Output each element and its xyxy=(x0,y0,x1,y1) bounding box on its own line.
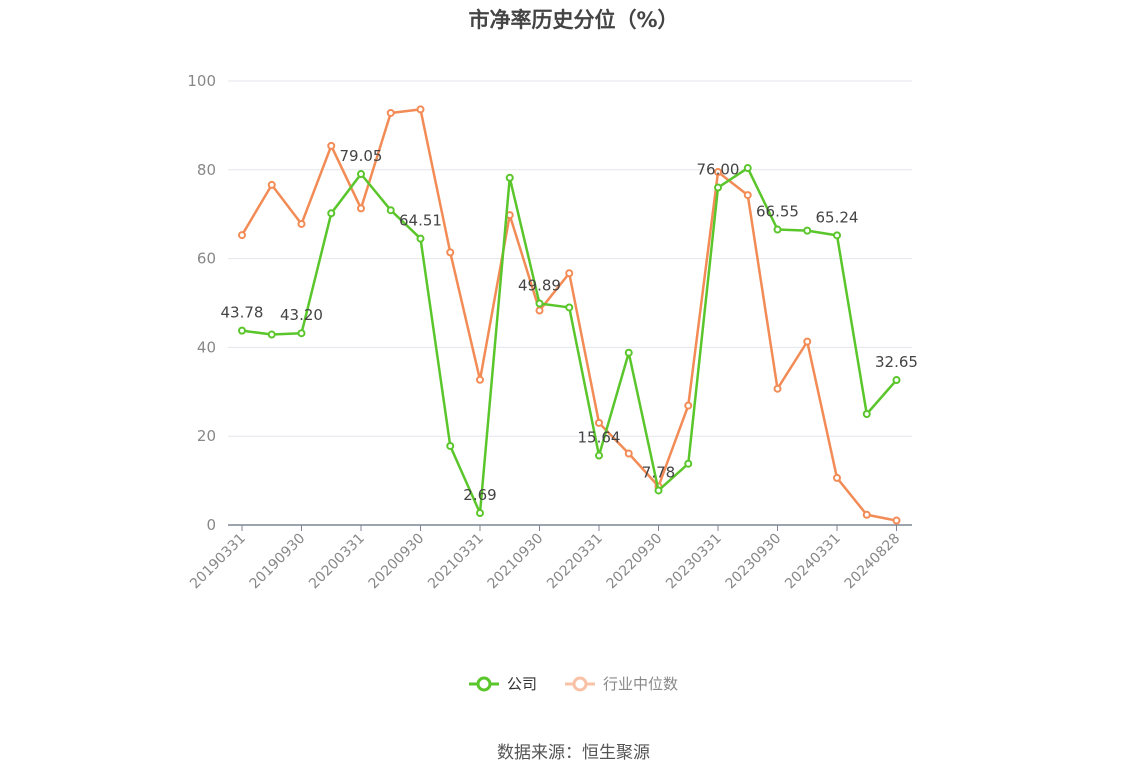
data-point-industry-median xyxy=(803,337,812,346)
chart-title: 市净率历史分位（%） xyxy=(468,8,679,32)
data-point-industry-median xyxy=(684,401,693,410)
data-label: 43.20 xyxy=(280,306,323,324)
grid-lines xyxy=(228,80,912,437)
legend-label-company: 公司 xyxy=(506,675,537,693)
data-point-company xyxy=(357,170,365,179)
data-point-industry-median xyxy=(238,231,246,240)
data-point-company xyxy=(446,441,455,450)
data-point-company xyxy=(238,326,246,335)
y-tick-label: 20 xyxy=(197,427,216,445)
legend: 公司 行业中位数 xyxy=(0,673,1147,694)
data-label: 66.55 xyxy=(756,203,799,221)
data-label: 15.64 xyxy=(578,429,621,447)
data-point-company xyxy=(267,330,276,339)
legend-industry-marker-icon xyxy=(565,676,595,691)
data-point-industry-median xyxy=(297,219,306,228)
data-label: 49.89 xyxy=(518,276,561,294)
legend-company-marker-icon xyxy=(468,676,499,691)
data-label: 2.69 xyxy=(463,486,496,504)
data-point-company xyxy=(595,451,603,460)
data-point-industry-median xyxy=(446,248,455,257)
legend-label-industry-median: 行业中位数 xyxy=(603,675,679,693)
data-point-company xyxy=(743,164,752,173)
data-point-industry-median xyxy=(327,141,336,150)
data-point-industry-median xyxy=(743,191,752,200)
data-label: 79.05 xyxy=(340,147,383,165)
data-point-industry-median xyxy=(595,418,603,427)
data-label: 32.65 xyxy=(875,353,918,371)
y-axis-ticks: 0 20 40 60 80 100 xyxy=(187,72,216,534)
data-point-industry-median xyxy=(862,510,871,519)
data-point-company xyxy=(714,183,722,192)
x-tick-label: 20240828 xyxy=(842,531,904,593)
data-point-company xyxy=(862,410,871,418)
data-point-company xyxy=(654,486,663,495)
data-point-industry-median xyxy=(357,204,365,213)
data-point-company xyxy=(535,299,544,308)
x-tick-label: 20240331 xyxy=(782,531,844,593)
data-point-industry-median xyxy=(714,168,722,177)
x-tick-label: 20210930 xyxy=(485,531,547,593)
data-label: 65.24 xyxy=(816,208,859,226)
y-tick-label: 60 xyxy=(197,250,216,268)
y-tick-label: 0 xyxy=(206,516,216,534)
data-point-industry-median xyxy=(773,384,782,393)
y-tick-label: 40 xyxy=(197,338,216,356)
y-tick-label: 100 xyxy=(187,72,216,90)
data-source: 数据来源：恒生聚源 xyxy=(497,743,650,763)
data-point-company xyxy=(505,173,514,182)
y-tick-label: 80 xyxy=(197,161,216,179)
data-point-industry-median xyxy=(476,375,484,384)
x-tick-label: 20220331 xyxy=(544,531,606,593)
legend-item-industry-median[interactable]: 行业中位数 xyxy=(565,673,678,694)
data-point-industry-median xyxy=(535,306,544,315)
data-point-company xyxy=(297,329,306,338)
data-point-industry-median xyxy=(565,269,574,278)
data-point-company xyxy=(833,231,841,240)
series-line-industry-median xyxy=(240,108,897,522)
x-tick-label: 20230930 xyxy=(723,531,785,593)
x-tick-label: 20200930 xyxy=(366,531,428,593)
data-point-company xyxy=(416,234,425,243)
x-axis-ticks: 2019033120190930202003312020093020210331… xyxy=(187,525,903,592)
data-point-industry-median xyxy=(624,449,633,458)
data-point-company xyxy=(327,209,336,218)
data-point-company xyxy=(684,459,693,468)
data-label: 7.78 xyxy=(642,463,675,481)
x-tick-label: 20190331 xyxy=(187,531,249,593)
data-point-industry-median xyxy=(833,473,841,482)
x-tick-label: 20210331 xyxy=(425,531,487,593)
data-label: 64.51 xyxy=(399,212,442,230)
data-point-company xyxy=(773,225,782,234)
data-point-industry-median xyxy=(416,105,425,114)
x-tick-label: 20230331 xyxy=(663,531,725,593)
legend-item-company[interactable]: 公司 xyxy=(468,673,537,694)
data-point-company xyxy=(803,226,812,235)
x-tick-label: 20220930 xyxy=(604,531,666,593)
data-point-industry-median xyxy=(892,516,901,525)
data-label: 76.00 xyxy=(697,161,740,179)
data-point-company xyxy=(386,206,395,215)
data-labels: 43.78 43.20 79.05 64.51 2.69 49.89 15.64 7.78 76… xyxy=(221,147,918,504)
data-point-company xyxy=(892,376,901,385)
data-point-company xyxy=(565,303,574,312)
data-point-industry-median xyxy=(267,180,276,189)
x-tick-label: 20200331 xyxy=(306,531,368,593)
data-label: 43.78 xyxy=(221,304,264,322)
series-group xyxy=(238,105,901,525)
data-point-industry-median xyxy=(386,108,395,117)
data-point-company xyxy=(624,348,633,357)
x-tick-label: 20190930 xyxy=(247,531,309,593)
data-point-company xyxy=(476,509,484,518)
